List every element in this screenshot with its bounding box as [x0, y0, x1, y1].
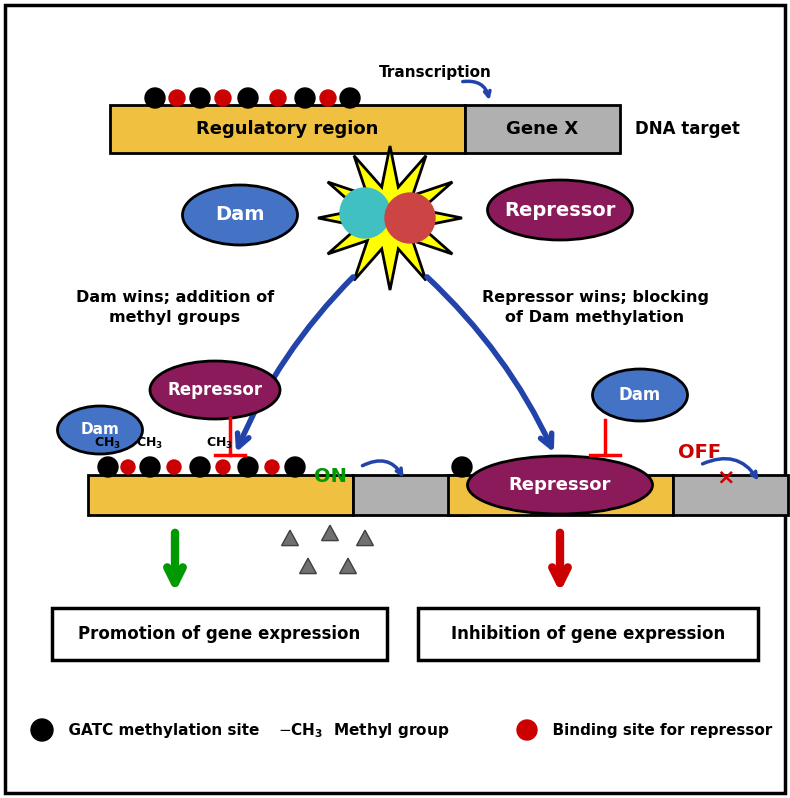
Ellipse shape	[487, 180, 633, 240]
Circle shape	[169, 90, 185, 106]
Circle shape	[452, 457, 472, 477]
Ellipse shape	[58, 406, 142, 454]
Circle shape	[190, 88, 210, 108]
Circle shape	[121, 460, 135, 474]
Text: Dam: Dam	[81, 422, 119, 437]
Circle shape	[285, 457, 305, 477]
Text: Repressor wins; blocking
of Dam methylation: Repressor wins; blocking of Dam methylat…	[481, 290, 709, 325]
Circle shape	[140, 457, 160, 477]
Bar	[353, 475, 468, 515]
Circle shape	[216, 460, 230, 474]
Text: Dam: Dam	[619, 386, 661, 404]
Bar	[418, 608, 758, 660]
Text: Dam wins; addition of
methyl groups: Dam wins; addition of methyl groups	[76, 290, 274, 325]
Text: DNA target: DNA target	[635, 120, 740, 138]
Polygon shape	[299, 558, 317, 574]
Bar	[448, 475, 673, 515]
Circle shape	[145, 88, 165, 108]
Circle shape	[320, 90, 336, 106]
Circle shape	[190, 457, 210, 477]
Text: Binding site for repressor: Binding site for repressor	[542, 722, 773, 737]
Circle shape	[215, 90, 231, 106]
Circle shape	[167, 460, 181, 474]
Text: $\mathbf{CH_3}$: $\mathbf{CH_3}$	[95, 436, 122, 451]
Circle shape	[340, 188, 390, 238]
Circle shape	[295, 88, 315, 108]
Polygon shape	[281, 530, 299, 546]
Polygon shape	[318, 146, 462, 290]
Circle shape	[270, 90, 286, 106]
Circle shape	[238, 457, 258, 477]
Polygon shape	[322, 525, 338, 540]
Polygon shape	[340, 558, 356, 574]
Circle shape	[385, 193, 435, 243]
Bar	[673, 475, 788, 515]
Bar	[110, 105, 465, 153]
Ellipse shape	[592, 369, 687, 421]
Ellipse shape	[150, 361, 280, 419]
Circle shape	[265, 460, 279, 474]
Polygon shape	[356, 530, 374, 546]
Text: ×: ×	[717, 467, 735, 487]
Text: Transcription: Transcription	[378, 65, 491, 80]
Circle shape	[98, 457, 118, 477]
Bar	[52, 608, 387, 660]
Circle shape	[517, 720, 537, 740]
Circle shape	[340, 88, 360, 108]
Text: Dam: Dam	[215, 206, 265, 224]
Ellipse shape	[468, 456, 653, 514]
Text: Repressor: Repressor	[167, 381, 262, 399]
Text: $-\mathbf{CH_3}$  Methyl group: $-\mathbf{CH_3}$ Methyl group	[278, 721, 450, 740]
Circle shape	[238, 88, 258, 108]
Text: Inhibition of gene expression: Inhibition of gene expression	[451, 625, 725, 643]
Text: Repressor: Repressor	[504, 200, 615, 219]
Bar	[88, 475, 353, 515]
Text: Regulatory region: Regulatory region	[196, 120, 378, 138]
Text: Gene X: Gene X	[506, 120, 578, 138]
Text: $\mathbf{CH_3}$: $\mathbf{CH_3}$	[137, 436, 164, 451]
Text: OFF: OFF	[679, 444, 721, 463]
Bar	[465, 105, 620, 153]
Text: GATC methylation site: GATC methylation site	[58, 722, 259, 737]
Text: Promotion of gene expression: Promotion of gene expression	[78, 625, 360, 643]
Circle shape	[31, 719, 53, 741]
Text: Repressor: Repressor	[509, 476, 611, 494]
Text: ON: ON	[314, 468, 347, 487]
Text: $\mathbf{CH_3}$: $\mathbf{CH_3}$	[206, 436, 234, 451]
Ellipse shape	[182, 185, 298, 245]
